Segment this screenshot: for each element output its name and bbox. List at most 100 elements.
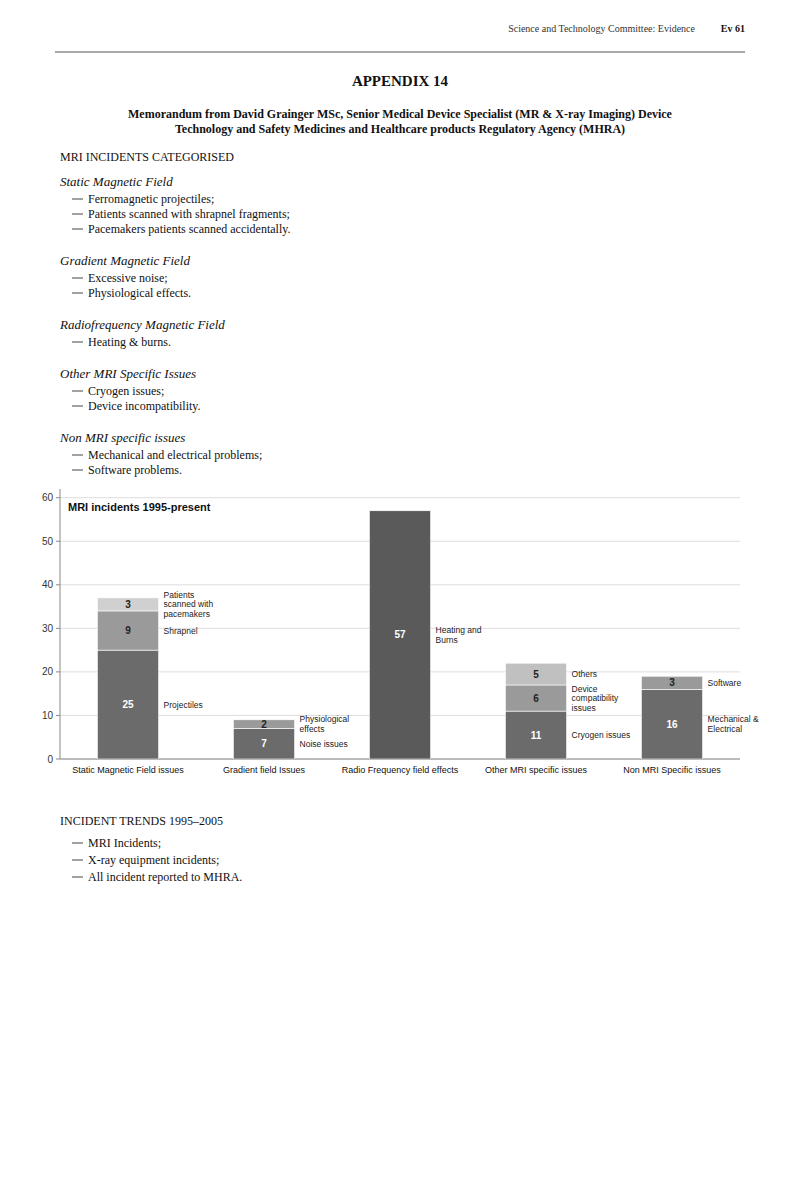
segment-annotation: Software [708, 678, 742, 688]
text-line: scanned with [164, 599, 214, 609]
text-line: Non MRI Specific issues [623, 765, 721, 775]
text-line: Radio Frequency field effects [342, 765, 459, 775]
x-tick-label: Radio Frequency field effects [342, 765, 459, 775]
bullet [72, 877, 83, 878]
subsection-title: Static Magnetic Field [60, 174, 173, 189]
list-item: All incident reported to MHRA. [88, 870, 242, 884]
segment-annotation: Noise issues [300, 739, 348, 749]
text-line: Gradient field Issues [223, 765, 306, 775]
bar-segment [97, 598, 158, 611]
chart: 0 10 20 30 40 50 60 2 5 Projectiles 9 Shrapnel 3 Pati… [42, 489, 759, 775]
x-tick-label: Gradient field Issues [223, 765, 306, 775]
chart-title: MRI incidents 1995-present [68, 501, 211, 513]
subsection-title: Other MRI Specific Issues [60, 366, 196, 381]
segment-annotation: Mechanical &Electrical [708, 714, 759, 734]
bar-segment [505, 685, 566, 711]
text-line: Burns [436, 635, 458, 645]
list-item: Ferromagnetic projectiles; [88, 192, 214, 206]
data-label: 57 [394, 629, 406, 640]
labels: 2 5 Projectiles 9 Shrapnel 3 Patientsscanned w… [122, 590, 759, 749]
data-label: 2 [261, 719, 267, 730]
subsection-title: Non MRI specific issues [59, 430, 185, 445]
text-line: Noise issues [300, 739, 348, 749]
y-tick-label: 50 [42, 536, 54, 547]
y-tick-label: 40 [42, 579, 54, 590]
y-axis [60, 489, 61, 759]
y-tick-label: 30 [42, 623, 54, 634]
y-tick [56, 497, 60, 498]
text-line: Projectiles [164, 700, 203, 710]
bullet [72, 214, 83, 215]
bullet [72, 293, 83, 294]
segment-annotation: Heating andBurns [436, 625, 482, 645]
bullet [72, 843, 83, 844]
list-item: Device incompatibility. [88, 399, 201, 413]
subsection-title: Gradient Magnetic Field [60, 253, 190, 268]
bullet [72, 278, 83, 279]
bullet [72, 199, 83, 200]
list-item: Cryogen issues; [88, 384, 164, 398]
memo-line: Memorandum from David Grainger MSc, Seni… [128, 107, 673, 121]
segment-annotation: Patientsscanned withpacemakers [164, 590, 214, 619]
y-tick [56, 715, 60, 716]
data-label: 11 [531, 730, 542, 741]
list-item: X-ray equipment incidents; [88, 853, 219, 867]
text-line: compatibility [572, 693, 620, 703]
bullet [72, 406, 83, 407]
segment-annotation: Others [572, 669, 598, 679]
x-tick-label: Static Magnetic Field issues [72, 765, 184, 775]
y-tick-label: 0 [47, 754, 53, 765]
bar-segment [97, 611, 158, 650]
segment-annotation: Cryogen issues [572, 730, 631, 740]
text-line: Cryogen issues [572, 730, 631, 740]
list-item: Patients scanned with shrapnel fragments… [88, 207, 290, 221]
bar-segment [505, 711, 566, 759]
header-rule [55, 52, 745, 53]
list-item: Pacemakers patients scanned accidentally… [88, 222, 290, 236]
bullet [72, 455, 83, 456]
text-line: Static Magnetic Field issues [72, 765, 184, 775]
bar-segment [505, 663, 566, 685]
bar-segment [97, 650, 158, 759]
y-tick [56, 671, 60, 672]
text-line: Other MRI specific issues [485, 765, 588, 775]
segment-annotation: Projectiles [164, 700, 203, 710]
list-item: MRI Incidents; [88, 836, 161, 850]
text-line: Mechanical & [708, 714, 759, 724]
data-label: 16 [666, 719, 678, 730]
data-label: 3 [669, 677, 675, 688]
subsection-title: Radiofrequency Magnetic Field [59, 317, 225, 332]
list-item: Mechanical and electrical problems; [88, 448, 262, 462]
data-label: 3 [125, 599, 131, 610]
data-label: 5 [533, 669, 539, 680]
y-tick [56, 541, 60, 542]
text-line: Shrapnel [164, 626, 198, 636]
text-line: pacemakers [164, 609, 210, 619]
grid-line [60, 497, 740, 498]
text-line: Patients [164, 590, 195, 600]
text-line: Others [572, 669, 598, 679]
page-number: Ev 61 [721, 23, 745, 34]
section-title: INCIDENT TRENDS 1995–2005 [60, 814, 223, 828]
appendix-title: APPENDIX 14 [352, 73, 449, 89]
list-item: Physiological effects. [88, 286, 191, 300]
text-line: Physiological [300, 714, 350, 724]
data-label: 7 [261, 738, 267, 749]
data-label: 9 [125, 625, 131, 636]
bullet [72, 342, 83, 343]
page-header: Science and Technology Committee: Eviden… [508, 23, 695, 34]
text-line: issues [572, 703, 596, 713]
y-tick [56, 628, 60, 629]
memo-line: Technology and Safety Medicines and Heal… [175, 122, 625, 136]
y-tick [56, 759, 60, 760]
y-tick [56, 584, 60, 585]
y-tick-label: 10 [42, 710, 54, 721]
bars [97, 511, 702, 759]
bullet [72, 860, 83, 861]
text-line: Software [708, 678, 742, 688]
bullet [72, 229, 83, 230]
y-tick-label: 60 [42, 492, 54, 503]
segment-annotation: Physiologicaleffects [300, 714, 350, 734]
x-tick-label: Non MRI Specific issues [623, 765, 721, 775]
y-tick-label: 20 [42, 666, 54, 677]
